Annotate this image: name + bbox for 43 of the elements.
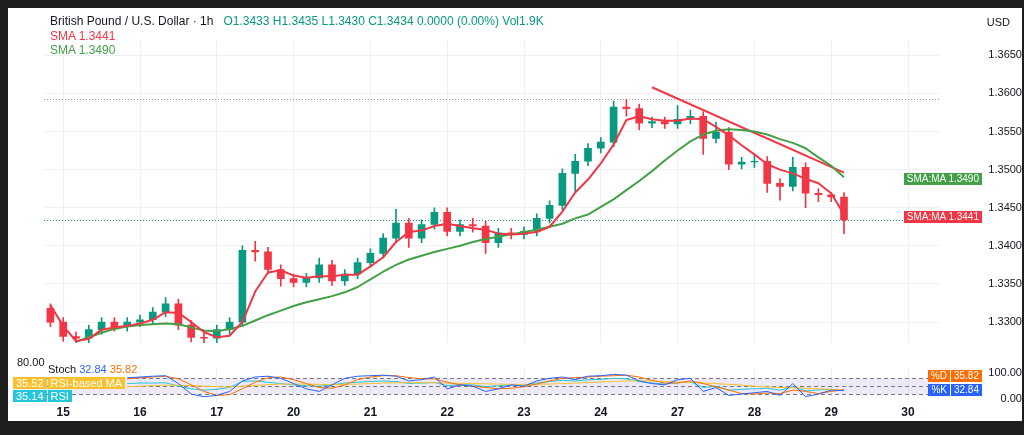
candlestick [776, 178, 784, 201]
text: 32.84 [950, 384, 982, 396]
y-axis-title: USD [986, 16, 1010, 28]
annotation: 32.84 [79, 363, 108, 375]
x-tick-label: 21 [363, 404, 378, 419]
y-tick-label: 1.3650 [988, 48, 1022, 61]
chart-subtitle: O1.3433 H1.3435 L1.3430 C1.3434 0.0000 (0.00%) Vol1.9K [223, 14, 544, 28]
y-tick-label: 1.3400 [988, 238, 1022, 251]
y-tick-label: 0.00 [1000, 392, 1022, 405]
legend-label: RSI [47, 390, 72, 402]
y-tick-label: 100.00 [988, 366, 1022, 379]
text: SMA 1.3441 [50, 29, 116, 43]
y-tick-label: 1.3600 [988, 86, 1022, 99]
annotation: SMA:MA 1.3441 [903, 211, 982, 223]
x-tick-label: 20 [286, 404, 301, 419]
x-tick-label: 22 [440, 404, 455, 419]
annotation: SMA:MA 1.3490 [903, 173, 982, 185]
y-tick-label: 1.3300 [988, 315, 1022, 328]
text: %D [927, 370, 950, 382]
legend-label: RSI-based MA [47, 377, 126, 389]
annotation: 35.82 [109, 363, 138, 375]
x-tick-label: 24 [594, 404, 608, 419]
text: %K [928, 384, 950, 396]
x-tick-label: 17 [210, 404, 224, 419]
x-tick-label: 30 [901, 404, 915, 419]
y-tick-label: 1.3550 [988, 124, 1022, 137]
text: 35.82 [950, 370, 982, 382]
chart-title: British Pound / U.S. Dollar · 1h [50, 14, 214, 28]
x-tick-label: 29 [824, 404, 839, 419]
x-tick-label: 27 [670, 404, 685, 419]
text: 80.00 [17, 356, 45, 368]
candlestick [251, 240, 260, 262]
y-tick-label: 1.3500 [988, 162, 1022, 175]
legend-title: Stoch [48, 363, 78, 375]
text: 35.52 [13, 377, 47, 389]
text: SMA 1.3490 [50, 43, 116, 57]
x-tick-label: 23 [517, 404, 531, 419]
y-tick-label: 1.3450 [988, 200, 1022, 213]
x-tick-label: 16 [133, 404, 147, 419]
x-tick-label: 28 [747, 404, 762, 419]
x-tick-label: 15 [56, 404, 71, 419]
text: 35.14 [13, 390, 47, 402]
y-tick-label: 1.3350 [988, 276, 1022, 289]
